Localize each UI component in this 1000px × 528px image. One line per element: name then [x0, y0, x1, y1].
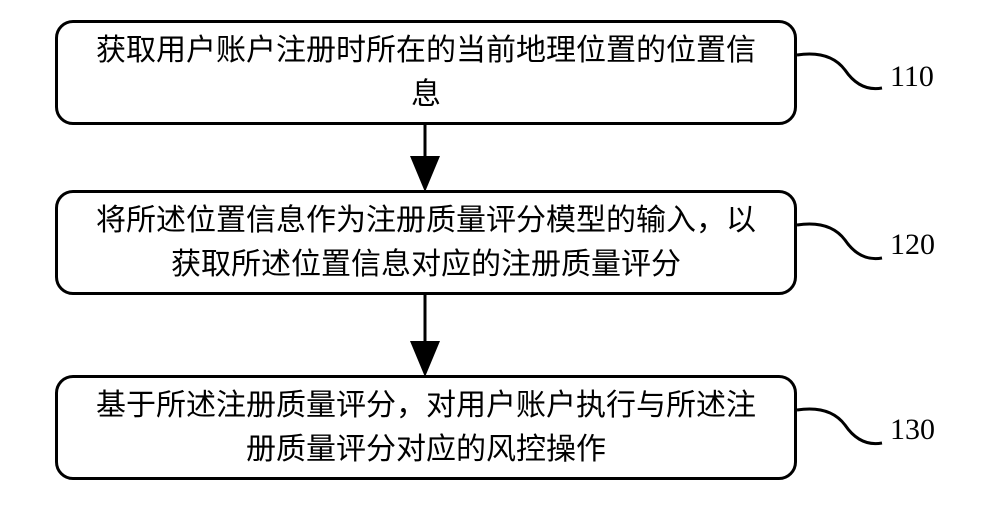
- flow-step-3-text: 基于所述注册质量评分，对用户账户执行与所述注册质量评分对应的风控操作: [86, 384, 766, 471]
- flow-step-1-text: 获取用户账户注册时所在的当前地理位置的位置信息: [86, 29, 766, 116]
- flow-step-1: 获取用户账户注册时所在的当前地理位置的位置信息: [55, 20, 797, 125]
- flow-label-1: 110: [890, 60, 934, 94]
- flow-label-2: 120: [890, 228, 935, 262]
- flow-label-3: 130: [890, 413, 935, 447]
- flowchart-container: 获取用户账户注册时所在的当前地理位置的位置信息 将所述位置信息作为注册质量评分模…: [0, 0, 1000, 528]
- flow-step-2-text: 将所述位置信息作为注册质量评分模型的输入，以获取所述位置信息对应的注册质量评分: [86, 199, 766, 286]
- flow-step-3: 基于所述注册质量评分，对用户账户执行与所述注册质量评分对应的风控操作: [55, 375, 797, 480]
- flow-step-2: 将所述位置信息作为注册质量评分模型的输入，以获取所述位置信息对应的注册质量评分: [55, 190, 797, 295]
